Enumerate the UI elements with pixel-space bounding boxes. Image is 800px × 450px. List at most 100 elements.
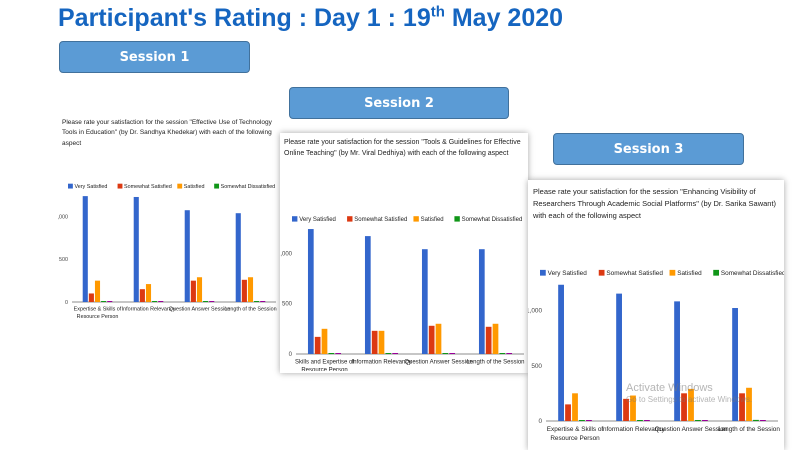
bar — [94, 280, 101, 302]
bar — [88, 293, 94, 302]
bar — [335, 353, 342, 354]
legend-swatch — [540, 269, 546, 276]
bar — [314, 336, 321, 354]
y-tick-label: 0 — [65, 300, 68, 306]
bar — [492, 323, 499, 354]
bar — [107, 301, 113, 302]
bar — [152, 301, 158, 302]
bar — [616, 293, 622, 421]
legend-entry: Somewhat Dissatisfied — [221, 184, 276, 190]
bar — [435, 323, 442, 354]
legend-entry: Satisfied — [184, 184, 205, 190]
bar — [203, 301, 209, 302]
bar — [579, 420, 585, 421]
y-tick-label: 500 — [59, 257, 68, 263]
y-tick-label: 1,000 — [280, 251, 293, 257]
bar — [499, 353, 506, 354]
bar — [385, 353, 392, 354]
y-tick-label: 500 — [282, 302, 293, 308]
x-tick-label: Expertise & Skills of Resource Person — [547, 426, 604, 442]
bar — [695, 420, 701, 421]
legend-entry: Somewhat Satisfied — [354, 217, 407, 223]
x-tick-label: Information Relevancy — [122, 307, 176, 313]
title-date-tail: May 2020 — [444, 4, 564, 32]
bar — [145, 284, 152, 302]
bar — [449, 353, 456, 354]
bar — [428, 325, 435, 354]
legend-entry: Somewhat Dissatisfied — [462, 217, 523, 223]
title-text: Participant's Rating : Day 1 : 19 — [58, 4, 431, 32]
bar — [623, 398, 629, 421]
x-tick-label: Expertise & Skills of Resource Person — [74, 307, 122, 320]
legend-swatch — [68, 183, 73, 189]
bar — [321, 328, 328, 354]
bar — [158, 301, 164, 302]
legend-swatch — [713, 269, 720, 276]
bar — [247, 277, 254, 302]
page-title: Participant's Rating : Day 1 : 19th May … — [58, 4, 563, 33]
bar — [307, 229, 314, 354]
bar — [753, 419, 759, 421]
bar — [478, 249, 485, 354]
bar — [254, 301, 260, 302]
bar — [760, 420, 766, 421]
bar — [630, 395, 636, 421]
bar — [565, 404, 571, 421]
x-tick-label: Length of the Session — [466, 360, 524, 366]
bar — [572, 393, 578, 421]
legend-entry: Very Satisfied — [299, 217, 336, 223]
bar — [702, 420, 708, 421]
bar — [586, 420, 592, 421]
bar — [378, 330, 385, 354]
session-3-panel: Please rate your satisfaction for the se… — [528, 180, 784, 450]
session-3-chart: Very Satisfied Somewhat Satisfied Satisfie… — [528, 269, 784, 442]
legend-entry: Somewhat Satisfied — [606, 270, 663, 277]
legend-entry: Somewhat Dissatisfied — [721, 270, 784, 277]
legend-swatch — [413, 216, 419, 222]
bar — [139, 289, 145, 302]
y-tick-label: 0 — [289, 352, 293, 358]
session-2-question: Please rate your satisfaction for the se… — [284, 139, 521, 158]
bar — [371, 330, 378, 354]
x-tick-label: Information Relevancy — [601, 426, 665, 433]
bar — [421, 249, 428, 354]
legend-swatch — [598, 269, 605, 276]
session-1-button[interactable]: Session 1 — [59, 41, 250, 73]
session-1-panel: Please rate your satisfaction for the se… — [58, 115, 280, 335]
bar — [235, 213, 241, 302]
bar — [392, 353, 399, 354]
bar — [328, 353, 335, 354]
legend-swatch — [292, 216, 298, 222]
bar — [746, 387, 752, 421]
x-tick-label: Length of the Session — [718, 426, 780, 433]
bar — [688, 388, 694, 421]
y-tick-label: 500 — [531, 363, 542, 370]
bar — [209, 301, 215, 302]
bar — [133, 196, 139, 302]
x-tick-label: Information Relevancy — [352, 360, 412, 366]
legend-swatch — [454, 216, 460, 222]
session-2-button[interactable]: Session 2 — [289, 87, 509, 119]
bar — [506, 353, 513, 354]
session-3-button[interactable]: Session 3 — [553, 133, 744, 165]
bar — [364, 236, 371, 354]
watermark-line-2: Go to Settings to activate Windows. — [626, 395, 753, 405]
legend-entry: Very Satisfied — [548, 270, 588, 277]
session-3-question: Please rate your satisfaction for the se… — [533, 187, 777, 220]
bar — [558, 284, 564, 421]
x-tick-label: Question Answer Session — [169, 307, 230, 313]
bar — [101, 301, 107, 302]
legend-swatch — [214, 183, 220, 189]
y-tick-label: 1,000 — [528, 307, 542, 314]
x-tick-label: Question Answer Session — [655, 426, 728, 433]
legend-entry: Satisfied — [677, 270, 702, 277]
activation-watermark: Activate Windows Go to Settings to activ… — [626, 381, 752, 406]
x-tick-label: Length of the Session — [224, 307, 276, 313]
legend-entry: Somewhat Satisfied — [124, 184, 172, 190]
x-tick-label: Skills and Expertise of Resource Person — [295, 360, 354, 371]
bar — [82, 196, 88, 302]
y-tick-label: 1,000 — [58, 215, 68, 221]
bar — [241, 279, 247, 302]
bar — [442, 353, 449, 354]
y-tick-label: 0 — [538, 418, 542, 425]
